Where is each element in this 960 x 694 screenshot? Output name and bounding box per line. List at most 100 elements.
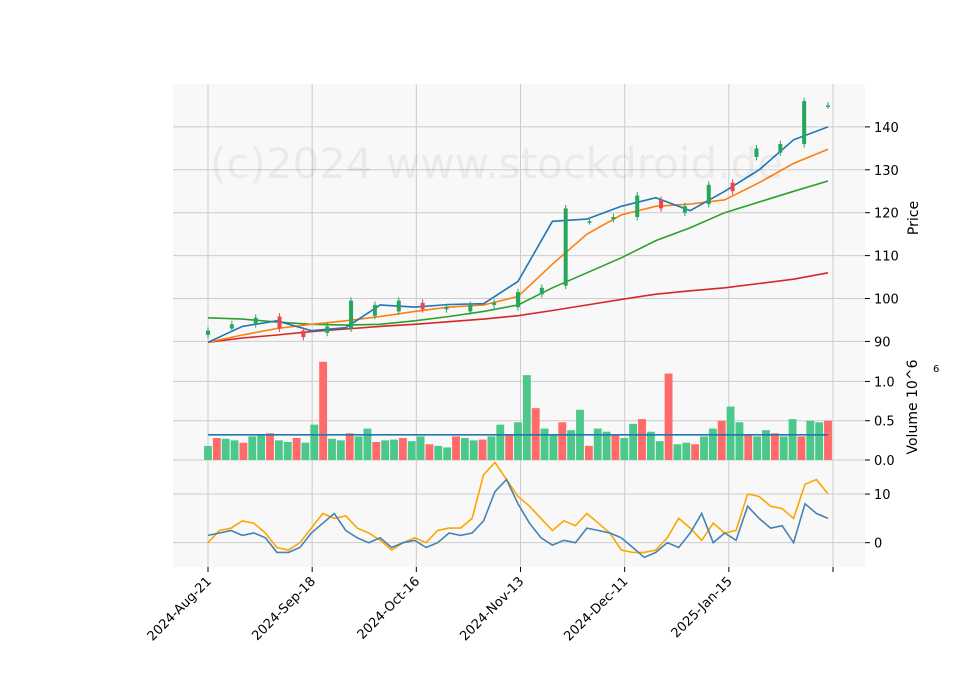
volume-bar	[708, 428, 717, 460]
oscillator-fast-line	[207, 478, 829, 559]
volume-bar	[717, 420, 726, 460]
x-tick-label: 2024-Nov-13	[457, 574, 527, 644]
volume-bar	[514, 422, 522, 460]
volume-bar	[549, 434, 558, 460]
volume-bar	[452, 436, 460, 460]
x-tick-label: 2024-Sep-18	[249, 574, 319, 644]
volume-bar	[779, 436, 788, 460]
osc-y-tick-label: 0	[874, 537, 882, 552]
price-y-tick-label: 90	[874, 335, 891, 350]
volume-bar	[567, 430, 576, 460]
volume-bar	[425, 444, 434, 460]
volume-bar	[522, 375, 531, 460]
candle-body	[778, 144, 783, 153]
volume-bar	[496, 424, 505, 460]
volume-bar	[266, 433, 274, 460]
price-y-tick-label: 100	[874, 293, 899, 308]
x-tick-label: 2024-Aug-21	[145, 574, 215, 644]
volume-bar	[345, 433, 354, 460]
candle-body	[277, 316, 282, 329]
volume-bar	[735, 422, 744, 460]
volume-bar	[407, 441, 416, 460]
watermark: (c)2024 www.stockdroid.de	[210, 139, 783, 188]
volume-bar	[620, 438, 629, 460]
candle-body	[682, 206, 687, 213]
price-y-tick-label: 110	[874, 250, 899, 265]
x-tick-label: 2024-Oct-16	[355, 574, 423, 642]
candle-body	[492, 302, 497, 305]
volume-bar	[248, 436, 257, 460]
volume-bar	[753, 436, 762, 460]
volume-bar	[629, 423, 638, 460]
candle-body	[372, 304, 377, 316]
price-y-tick-label: 140	[874, 121, 899, 136]
volume-bar	[682, 442, 691, 460]
volume-bar	[487, 436, 496, 460]
candle-body	[730, 182, 735, 192]
volume-bar	[212, 438, 221, 460]
volume-bar	[664, 373, 673, 460]
candle-body	[539, 287, 544, 295]
volume-bar	[460, 438, 469, 460]
candle-body	[301, 330, 306, 338]
volume-bar	[434, 445, 443, 460]
volume-bar	[257, 434, 266, 460]
ma-fast-line	[207, 126, 829, 344]
volume-bar	[204, 445, 212, 460]
volume-bar	[505, 434, 514, 460]
volume-bar	[655, 441, 664, 460]
volume-series-layer	[204, 361, 832, 460]
volume-bar	[646, 431, 655, 460]
price-series-layer	[206, 97, 830, 344]
candle-body	[563, 208, 568, 286]
volume-bar	[762, 430, 770, 460]
volume-bar	[301, 442, 310, 460]
volume-bar	[283, 441, 292, 460]
candle-body	[826, 105, 830, 107]
volume-bar	[806, 420, 815, 460]
volume-bar	[328, 438, 336, 460]
candle-body	[444, 307, 449, 310]
price-y-tick-label: 120	[874, 207, 899, 222]
oscillator-series-layer	[207, 461, 829, 559]
volume-bar	[815, 422, 824, 460]
volume-bar	[230, 440, 239, 460]
volume-bar	[354, 436, 363, 460]
candle-body	[206, 330, 210, 335]
volume-bar	[416, 436, 425, 460]
volume-bar	[770, 433, 779, 460]
volume-y-tick-label: 0.5	[874, 415, 895, 430]
candle-body	[516, 292, 520, 308]
volume-bar	[540, 428, 549, 460]
candle-body	[754, 148, 759, 157]
volume-y-tick-label: 0.0	[874, 454, 895, 469]
oscillator-panel-bg	[173, 460, 865, 567]
candle-body	[420, 302, 425, 310]
volume-bar	[221, 438, 230, 460]
volume-exponent: 6	[933, 364, 939, 375]
volume-bar	[381, 440, 390, 460]
candle-body	[396, 300, 401, 312]
volume-y-tick-label: 1.0	[874, 375, 895, 390]
volume-bar	[638, 419, 646, 460]
volume-bar	[443, 447, 452, 460]
candle-body	[325, 326, 330, 333]
volume-bar	[469, 440, 478, 460]
volume-bar	[691, 444, 700, 460]
x-tick-label: 2025-Jan-15	[669, 574, 736, 641]
volume-bar	[372, 441, 381, 460]
volume-bar	[292, 438, 301, 460]
volume-bar	[602, 431, 611, 460]
candle-body	[635, 195, 640, 217]
volume-bar	[239, 442, 248, 460]
volume-bar	[558, 422, 567, 460]
candle-body	[253, 317, 258, 325]
price-panel-bg	[173, 84, 865, 350]
volume-bar	[797, 436, 806, 460]
candle-body	[706, 184, 711, 205]
candle-body	[468, 304, 473, 312]
volume-bar	[673, 444, 682, 460]
candle-body	[802, 101, 807, 145]
